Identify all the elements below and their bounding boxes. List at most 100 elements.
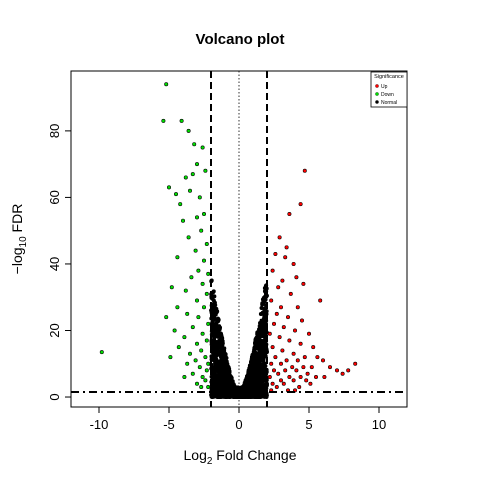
down-point	[200, 375, 205, 380]
normal-point	[255, 352, 260, 357]
down-point	[200, 145, 205, 150]
normal-point	[230, 392, 235, 397]
up-point	[280, 278, 285, 283]
up-point	[299, 318, 304, 323]
legend: Significance Up Down Normal	[370, 71, 408, 108]
down-point	[195, 162, 200, 167]
up-point	[311, 345, 316, 350]
legend-title: Significance	[374, 74, 404, 80]
down-point	[193, 358, 198, 363]
down-point	[172, 328, 177, 333]
y-tick-label: 40	[47, 257, 62, 271]
normal-point	[250, 353, 255, 358]
normal-point	[252, 345, 257, 350]
down-point	[206, 385, 211, 390]
up-point	[276, 285, 281, 290]
up-point	[278, 305, 283, 310]
down-point	[195, 298, 200, 303]
normal-point	[229, 385, 234, 390]
legend-box	[370, 71, 408, 108]
down-point	[190, 325, 195, 330]
down-point	[200, 281, 205, 286]
up-point	[304, 378, 309, 383]
y-tick-label: 80	[47, 124, 62, 138]
down-point	[206, 321, 211, 326]
normal-point	[219, 392, 224, 397]
up-point	[277, 335, 282, 340]
x-axis: -10 -5 0 5 10	[90, 407, 386, 432]
down-point	[185, 361, 190, 366]
down-point	[188, 188, 193, 193]
down-point	[176, 345, 181, 350]
y-tick-label: 20	[47, 323, 62, 337]
up-point	[281, 325, 286, 330]
up-point	[318, 298, 323, 303]
x-tick-label: 10	[372, 417, 386, 432]
down-point	[99, 350, 104, 355]
normal-point	[220, 342, 225, 347]
down-point	[192, 142, 197, 147]
down-point	[174, 192, 179, 197]
normal-point	[211, 334, 216, 339]
normal-point	[260, 368, 265, 373]
normal-point	[219, 335, 224, 340]
normal-point	[214, 393, 219, 398]
normal-point	[262, 372, 267, 377]
up-point	[313, 375, 318, 380]
down-point	[167, 185, 172, 190]
up-point	[273, 251, 278, 256]
normal-point	[262, 313, 267, 318]
normal-point	[258, 328, 263, 333]
normal-point	[253, 379, 258, 384]
up-point	[285, 315, 290, 320]
down-point	[202, 305, 207, 310]
normal-point	[254, 392, 259, 397]
chart-title: Volcano plot	[196, 31, 285, 48]
normal-point	[261, 346, 266, 351]
normal-point	[210, 320, 215, 325]
up-point	[295, 305, 300, 310]
normal-point	[211, 303, 216, 308]
down-point	[203, 378, 208, 383]
y-axis-label: −log10 FDR	[9, 204, 29, 275]
legend-down-marker	[375, 92, 379, 96]
up-point	[287, 375, 292, 380]
up-point	[290, 365, 295, 370]
down-point	[199, 385, 204, 390]
normal-point	[250, 386, 255, 391]
up-point	[288, 291, 293, 296]
legend-normal-marker	[375, 100, 379, 104]
x-tick-label: 0	[235, 417, 242, 432]
normal-point	[222, 351, 227, 356]
normal-point	[246, 374, 251, 379]
normal-point	[219, 346, 224, 351]
normal-point	[217, 361, 222, 366]
y-axis: 0 20 40 60 80	[47, 124, 71, 401]
up-point	[276, 371, 281, 376]
down-point	[179, 118, 184, 123]
x-tick-label: 5	[305, 417, 312, 432]
down-point	[203, 168, 208, 173]
normal-point	[215, 366, 220, 371]
down-point	[183, 175, 188, 180]
down-point	[190, 371, 195, 376]
up-point	[340, 371, 345, 376]
up-point	[284, 358, 289, 363]
normal-point	[213, 381, 218, 386]
normal-point	[256, 332, 261, 337]
normal-point	[216, 324, 221, 329]
down-point	[206, 271, 211, 276]
down-point	[197, 195, 202, 200]
down-point	[200, 331, 205, 336]
up-point	[305, 371, 310, 376]
normal-point	[261, 301, 266, 306]
down-point	[175, 255, 180, 260]
normal-point	[244, 378, 249, 383]
down-point	[204, 338, 209, 343]
normal-point	[250, 369, 255, 374]
down-point	[186, 235, 191, 240]
normal-point	[263, 364, 268, 369]
normal-point	[256, 337, 261, 342]
down-point	[178, 202, 183, 207]
up-point	[302, 168, 307, 173]
